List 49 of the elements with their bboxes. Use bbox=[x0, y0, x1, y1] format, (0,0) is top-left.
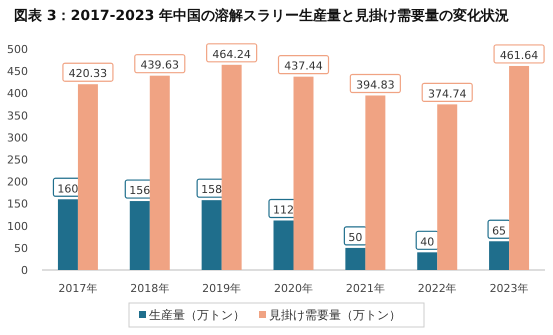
data-label: 112 bbox=[273, 203, 294, 216]
bar bbox=[222, 64, 242, 270]
y-tick-label: 200 bbox=[7, 176, 28, 189]
y-tick-label: 0 bbox=[21, 264, 28, 277]
x-tick-label: 2017年 bbox=[58, 282, 98, 295]
chart-title: 図表 3：2017-2023 年中国の溶解スラリー生産量と見掛け需要量の変化状況 bbox=[14, 7, 510, 24]
y-tick-label: 400 bbox=[7, 87, 28, 100]
bar bbox=[365, 95, 386, 270]
x-tick-label: 2019年 bbox=[202, 282, 242, 295]
x-tick-label: 2023年 bbox=[490, 282, 529, 295]
data-label: 461.64 bbox=[500, 48, 538, 62]
data-label: 158 bbox=[201, 183, 222, 196]
bar bbox=[345, 248, 366, 270]
data-label: 394.83 bbox=[356, 78, 395, 92]
data-label: 156 bbox=[129, 184, 150, 198]
y-tick-label: 150 bbox=[7, 198, 28, 211]
data-label: 65 bbox=[492, 224, 506, 238]
x-tick-label: 2021年 bbox=[346, 282, 385, 295]
bar bbox=[78, 84, 98, 270]
x-tick-label: 2022年 bbox=[418, 282, 457, 295]
bar bbox=[274, 220, 294, 270]
legend-label: 生産量（万トン） bbox=[149, 308, 245, 322]
y-tick-label: 250 bbox=[7, 154, 28, 166]
data-label: 160 bbox=[57, 182, 78, 196]
y-tick-label: 450 bbox=[7, 65, 28, 78]
legend-label: 見掛け需要量（万トン） bbox=[269, 308, 401, 322]
bar bbox=[489, 241, 510, 270]
data-label: 439.63 bbox=[140, 58, 180, 72]
data-label: 50 bbox=[348, 230, 362, 244]
data-label: 420.33 bbox=[68, 67, 108, 80]
y-tick-label: 50 bbox=[14, 242, 28, 255]
bar bbox=[417, 252, 438, 270]
y-tick-label: 500 bbox=[7, 43, 28, 56]
bar bbox=[509, 66, 530, 270]
data-label: 374.74 bbox=[428, 87, 466, 100]
x-tick-label: 2020年 bbox=[274, 282, 313, 295]
bar bbox=[294, 76, 314, 270]
y-tick-label: 100 bbox=[7, 220, 28, 233]
y-tick-label: 350 bbox=[7, 109, 28, 122]
bar bbox=[202, 200, 222, 270]
y-tick-label: 300 bbox=[7, 131, 28, 144]
bar bbox=[130, 201, 150, 270]
data-label: 464.24 bbox=[212, 48, 251, 61]
data-label: 40 bbox=[420, 235, 434, 248]
bar bbox=[437, 104, 458, 270]
bar bbox=[58, 199, 78, 270]
bar bbox=[150, 76, 170, 270]
x-tick-label: 2018年 bbox=[130, 282, 170, 295]
data-label: 437.44 bbox=[284, 60, 323, 73]
